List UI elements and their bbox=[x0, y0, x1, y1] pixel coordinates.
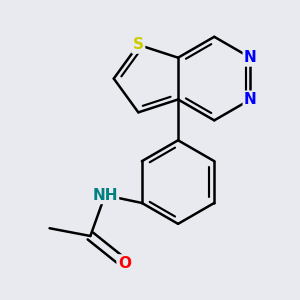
Text: O: O bbox=[118, 256, 131, 271]
Text: N: N bbox=[244, 50, 257, 65]
Text: NH: NH bbox=[92, 188, 118, 203]
Text: S: S bbox=[133, 37, 144, 52]
Text: N: N bbox=[244, 92, 257, 107]
